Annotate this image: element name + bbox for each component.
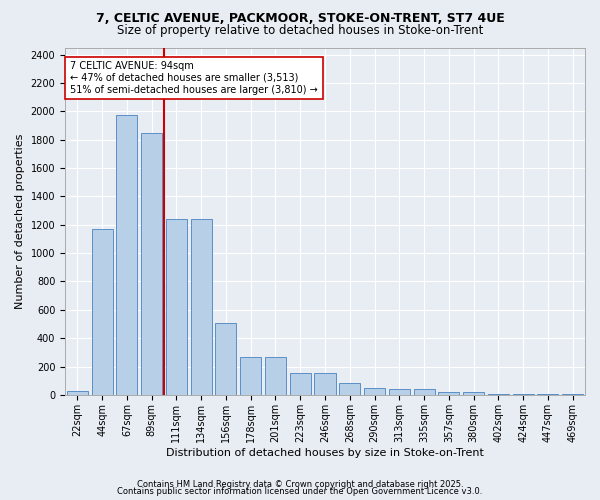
Bar [562, 394, 583, 395]
Bar [166, 219, 187, 395]
Text: Contains public sector information licensed under the Open Government Licence v3: Contains public sector information licen… [118, 487, 482, 496]
Bar [364, 388, 385, 395]
Text: Contains HM Land Registry data © Crown copyright and database right 2025.: Contains HM Land Registry data © Crown c… [137, 480, 463, 489]
Bar [463, 392, 484, 395]
Bar [339, 383, 360, 395]
Bar [141, 132, 162, 395]
Bar [413, 390, 434, 395]
Bar [265, 356, 286, 395]
Bar [314, 373, 335, 395]
Bar [116, 115, 137, 395]
Text: Size of property relative to detached houses in Stoke-on-Trent: Size of property relative to detached ho… [117, 24, 483, 37]
Bar [290, 373, 311, 395]
Bar [512, 394, 533, 395]
Y-axis label: Number of detached properties: Number of detached properties [15, 134, 25, 309]
Text: 7, CELTIC AVENUE, PACKMOOR, STOKE-ON-TRENT, ST7 4UE: 7, CELTIC AVENUE, PACKMOOR, STOKE-ON-TRE… [95, 12, 505, 26]
X-axis label: Distribution of detached houses by size in Stoke-on-Trent: Distribution of detached houses by size … [166, 448, 484, 458]
Bar [538, 394, 559, 395]
Bar [191, 219, 212, 395]
Bar [92, 229, 113, 395]
Text: 7 CELTIC AVENUE: 94sqm
← 47% of detached houses are smaller (3,513)
51% of semi-: 7 CELTIC AVENUE: 94sqm ← 47% of detached… [70, 62, 318, 94]
Bar [67, 392, 88, 395]
Bar [389, 388, 410, 395]
Bar [215, 322, 236, 395]
Bar [240, 356, 261, 395]
Bar [488, 394, 509, 395]
Bar [438, 392, 460, 395]
